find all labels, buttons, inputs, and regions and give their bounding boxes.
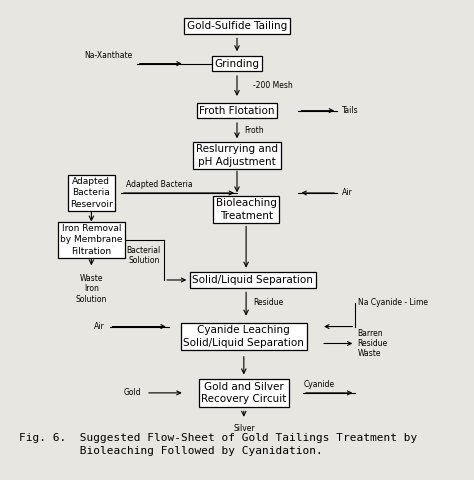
Text: Iron Removal
by Membrane
Filtration: Iron Removal by Membrane Filtration — [60, 225, 123, 255]
Text: Gold and Silver
Recovery Circuit: Gold and Silver Recovery Circuit — [201, 382, 286, 404]
Text: Fig. 6.  Suggested Flow-Sheet of Gold Tailings Treatment by
         Bioleaching: Fig. 6. Suggested Flow-Sheet of Gold Tai… — [18, 433, 417, 456]
Text: Barren
Residue
Waste: Barren Residue Waste — [357, 329, 388, 359]
Text: Residue: Residue — [253, 298, 283, 307]
Text: Adapted Bacteria: Adapted Bacteria — [126, 180, 192, 189]
Text: Froth Flotation: Froth Flotation — [199, 106, 275, 116]
Text: Cyanide: Cyanide — [303, 380, 335, 389]
Text: Tails: Tails — [342, 106, 358, 115]
Text: Bacterial
Solution: Bacterial Solution — [127, 246, 161, 265]
Text: Na-Xanthate: Na-Xanthate — [84, 51, 132, 60]
Text: Bioleaching
Treatment: Bioleaching Treatment — [216, 198, 276, 221]
Text: Gold: Gold — [124, 388, 141, 397]
Text: Silver: Silver — [233, 424, 255, 433]
Text: Solid/Liquid Separation: Solid/Liquid Separation — [192, 275, 313, 285]
Text: Cyanide Leaching
Solid/Liquid Separation: Cyanide Leaching Solid/Liquid Separation — [183, 325, 304, 348]
Text: Adapted
Bacteria
Reservoir: Adapted Bacteria Reservoir — [70, 178, 113, 209]
Text: Froth: Froth — [244, 126, 264, 135]
Text: Grinding: Grinding — [215, 59, 259, 69]
Text: Waste
Iron
Solution: Waste Iron Solution — [76, 274, 107, 304]
Text: Gold-Sulfide Tailing: Gold-Sulfide Tailing — [187, 21, 287, 31]
Text: Na Cyanide - Lime: Na Cyanide - Lime — [357, 298, 428, 307]
Text: Reslurrying and
pH Adjustment: Reslurrying and pH Adjustment — [196, 144, 278, 167]
Text: -200 Mesh: -200 Mesh — [253, 81, 292, 90]
Text: Air: Air — [342, 189, 352, 197]
Text: Air: Air — [94, 322, 105, 331]
